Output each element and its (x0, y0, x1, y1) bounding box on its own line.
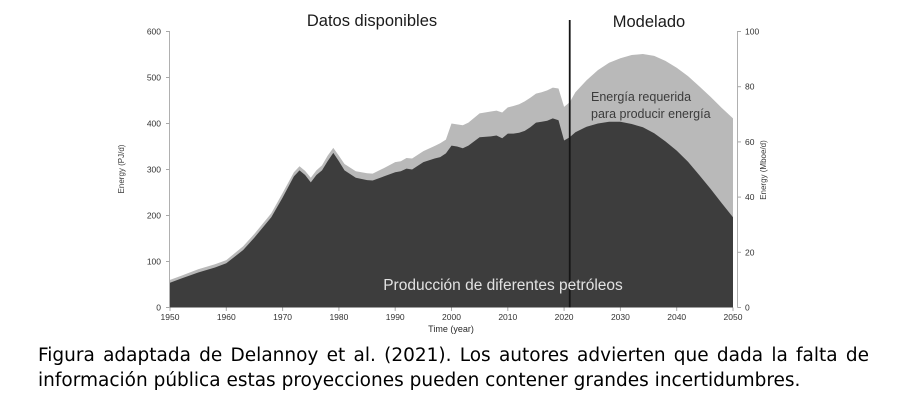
x-axis-label: Time (year) (428, 324, 474, 334)
energy-required-annotation-line1: Energía requerida (591, 90, 691, 104)
y-left-tick-label: 0 (156, 303, 161, 313)
y-left-tick-label: 200 (147, 211, 161, 221)
x-tick-label: 2050 (724, 312, 743, 322)
axis-ticks-group: 1950 1960 1970 1980 1990 2000 2010 2020 2030 2040… (147, 27, 760, 323)
y-left-tick-label: 400 (147, 119, 161, 129)
x-tick-label: 1990 (386, 312, 405, 322)
y-left-tick-label: 600 (147, 27, 161, 37)
x-tick-label: 1970 (273, 312, 292, 322)
x-tick-label: 1950 (161, 312, 180, 322)
y-right-tick-label: 60 (745, 137, 755, 147)
chart-canvas: 1950 1960 1970 1980 1990 2000 2010 2020 2030 2040… (117, 12, 768, 334)
figure-caption: Figura adaptada de Delannoy et al. (2021… (38, 345, 869, 392)
y-right-tick-label: 40 (745, 192, 755, 202)
oil-production-area (170, 118, 733, 308)
x-tick-label: 2000 (442, 312, 461, 322)
y-left-tick-label: 300 (147, 165, 161, 175)
x-tick-label: 1960 (217, 312, 236, 322)
y-right-tick-label: 100 (745, 27, 759, 37)
x-tick-label: 2040 (667, 312, 686, 322)
energy-required-annotation-line2: para producir energía (591, 107, 711, 121)
y-left-tick-label: 100 (147, 257, 161, 267)
x-tick-label: 1980 (329, 312, 348, 322)
y-right-tick-label: 0 (745, 303, 750, 313)
left-y-axis-label: Energy (PJ/d) (117, 144, 126, 193)
x-tick-label: 2020 (555, 312, 574, 322)
y-right-tick-label: 20 (745, 247, 755, 257)
x-tick-label: 2010 (498, 312, 517, 322)
y-left-tick-label: 500 (147, 73, 161, 83)
right-y-axis-label: Energy (Mboe/d) (759, 140, 768, 200)
y-right-tick-label: 80 (745, 82, 755, 92)
right-panel-title: Modelado (613, 13, 685, 31)
production-area-label: Producción de diferentes petróleos (383, 277, 623, 294)
x-tick-label: 2030 (611, 312, 630, 322)
area-series-group (170, 54, 733, 308)
left-panel-title: Datos disponibles (307, 12, 437, 30)
